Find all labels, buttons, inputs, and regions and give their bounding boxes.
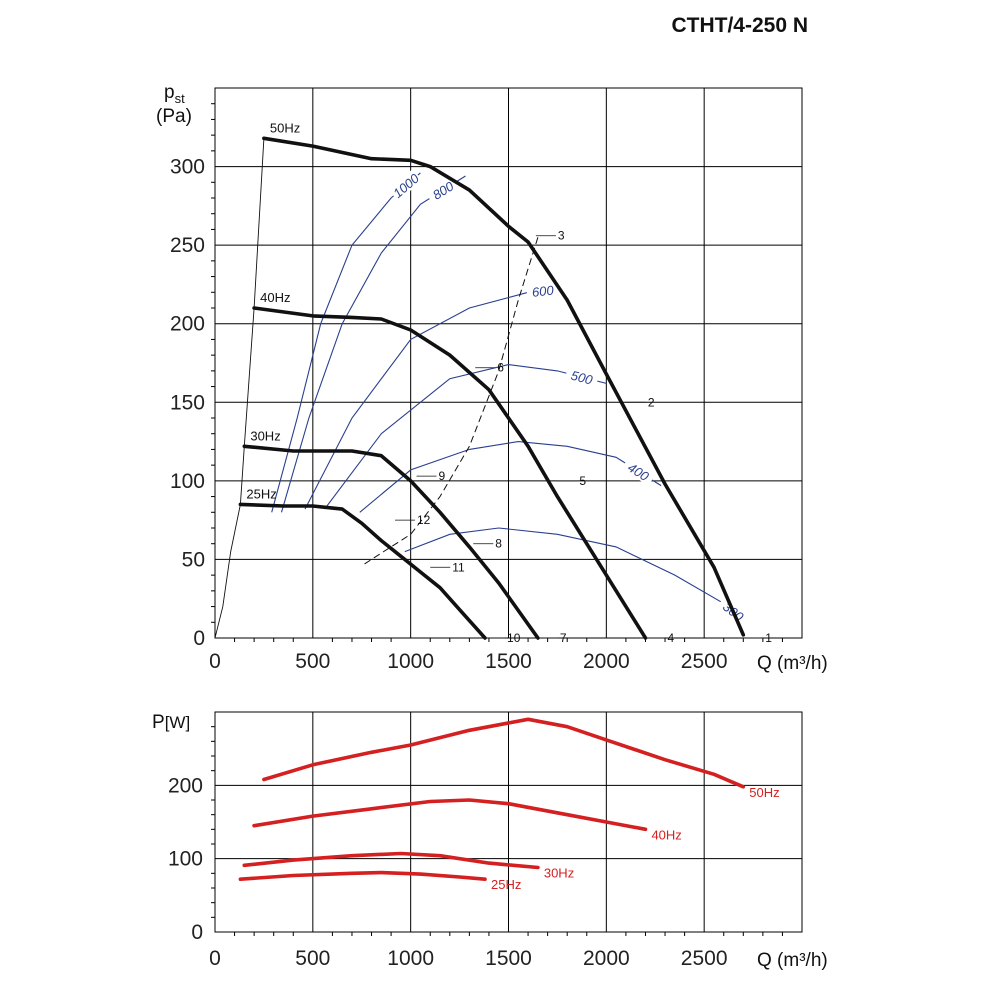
y-tick-label: 0 <box>191 921 203 944</box>
x-tick-label: 2000 <box>583 947 630 970</box>
operating-point-label: 7 <box>560 631 567 645</box>
x-tick-label: 1000 <box>387 650 434 673</box>
curve-label-30Hz: 30Hz <box>250 428 280 443</box>
chart-title: CTHT/4-250 N <box>671 14 808 37</box>
operating-point-label: 3 <box>558 229 565 243</box>
y-tick-label: 100 <box>168 848 203 871</box>
operating-point-label: 2 <box>648 395 655 409</box>
y-tick-label: 250 <box>170 234 205 257</box>
y-tick-label: 100 <box>170 470 205 493</box>
y-axis-unit: (Pa) <box>156 106 192 127</box>
power-curve-label-25Hz: 25Hz <box>491 877 521 892</box>
operating-point-label: 11 <box>452 560 465 574</box>
efficiency-curve-800 <box>280 175 466 513</box>
x-tick-label: 0 <box>209 947 221 970</box>
y-tick-label: 200 <box>170 313 205 336</box>
power-curve-40Hz <box>252 798 648 832</box>
y-tick-label: 0 <box>193 627 205 650</box>
operating-point-label: 10 <box>507 631 521 645</box>
pressure-grid <box>211 87 803 642</box>
x-tick-label: 1000 <box>387 947 434 970</box>
efficiency-label-bg <box>564 365 600 388</box>
power-curve-25Hz <box>238 870 487 881</box>
power-curve-30Hz <box>242 851 540 870</box>
curve-label-25Hz: 25Hz <box>246 486 276 501</box>
efficiency-label: 600 <box>531 283 555 300</box>
operating-point-label: 12 <box>417 513 431 527</box>
efficiency-label-bg <box>425 174 461 205</box>
efficiency-label-bg <box>525 281 560 300</box>
x-axis-label: Q (m³/h) <box>757 653 828 674</box>
efficiency-curve-500 <box>324 364 607 510</box>
y-axis-label: P[W] <box>152 712 190 733</box>
power-grid <box>211 711 803 936</box>
operating-point-label: 8 <box>495 537 502 551</box>
y-tick-label: 200 <box>168 774 203 797</box>
power-curves <box>238 717 746 881</box>
efficiency-curve-1000 <box>271 172 421 513</box>
power-curve-label-30Hz: 30Hz <box>544 865 574 880</box>
x-tick-label: 500 <box>295 650 330 673</box>
x-axis-label: Q (m³/h) <box>757 950 828 971</box>
pressure-curve-50Hz <box>262 136 746 637</box>
pressure-curves <box>214 136 746 640</box>
x-tick-label: 1500 <box>485 947 532 970</box>
y-tick-label: 300 <box>170 156 205 179</box>
x-tick-label: 2500 <box>681 947 728 970</box>
system-curve-dashed <box>361 237 539 567</box>
y-axis-label: pst <box>164 82 185 106</box>
efficiency-label: 500 <box>569 368 594 388</box>
pressure-curve-25Hz <box>238 502 487 640</box>
x-tick-label: 0 <box>209 650 221 673</box>
power-curve-label-40Hz: 40Hz <box>651 827 681 842</box>
x-tick-label: 2500 <box>681 650 728 673</box>
x-tick-label: 500 <box>295 947 330 970</box>
efficiency-label-bg <box>388 168 423 202</box>
x-tick-label: 2000 <box>583 650 630 673</box>
power-curve-50Hz <box>262 717 746 789</box>
efficiency-label-bg <box>621 456 657 486</box>
pressure-curve-30Hz <box>242 444 540 640</box>
operating-limit-curve <box>214 138 265 639</box>
y-tick-label: 50 <box>182 548 205 571</box>
power-annotations: 50Hz 40Hz 30Hz 25Hz <box>491 785 780 892</box>
power-curve-label-50Hz: 50Hz <box>749 785 779 800</box>
pressure-curve-40Hz <box>252 306 648 640</box>
operating-point-label: 4 <box>667 631 674 645</box>
operating-point-label: 9 <box>439 469 446 483</box>
operating-point-label: 6 <box>497 361 504 375</box>
operating-point-label: 1 <box>765 631 772 645</box>
efficiency-curve-400 <box>359 441 662 513</box>
x-tick-label: 1500 <box>485 650 532 673</box>
operating-point-label: 5 <box>579 474 586 488</box>
curve-label-40Hz: 40Hz <box>260 290 290 305</box>
curve-label-50Hz: 50Hz <box>270 120 300 135</box>
y-tick-label: 150 <box>170 391 205 414</box>
